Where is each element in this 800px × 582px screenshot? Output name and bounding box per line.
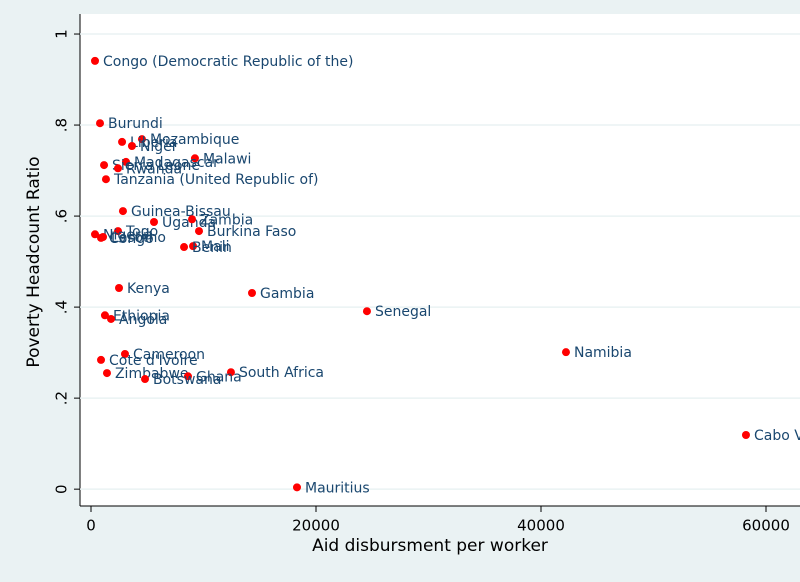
point xyxy=(120,349,129,358)
point xyxy=(114,227,123,236)
point-label: Niger xyxy=(140,139,178,155)
point-label: Kenya xyxy=(127,281,170,297)
point xyxy=(362,307,371,316)
point-label: Liberia xyxy=(130,135,177,151)
point xyxy=(91,230,100,239)
point-label: Congo xyxy=(109,231,154,247)
point xyxy=(141,375,150,384)
point-label: Togo xyxy=(125,224,158,240)
point-label: Guinea-Bissau xyxy=(131,204,231,220)
point xyxy=(118,137,127,146)
x-axis-title: Aid disbursment per worker xyxy=(312,536,548,556)
y-tick-label: .8 xyxy=(53,118,71,132)
point-label: Sierra Leone xyxy=(112,158,200,174)
point xyxy=(226,368,235,377)
point xyxy=(195,227,204,236)
point xyxy=(183,372,192,381)
point-label: Nigeria xyxy=(103,227,153,243)
point-label: Uganda xyxy=(162,215,216,231)
point xyxy=(127,141,136,150)
y-axis-title: Poverty Headcount Ratio xyxy=(24,156,44,367)
point-label: Malawi xyxy=(203,151,251,167)
point-label: Rwanda xyxy=(126,161,182,177)
x-tick-label: 40000 xyxy=(517,517,565,535)
point-label: Ghana xyxy=(196,369,242,385)
point-label: Cabo Verde xyxy=(754,428,800,444)
point-label: Burundi xyxy=(108,116,163,132)
point-label: Mali xyxy=(201,239,229,255)
y-tick-label: .4 xyxy=(53,300,71,314)
point xyxy=(118,207,127,216)
y-tick-label: 1 xyxy=(53,29,71,39)
point-label: Benin xyxy=(192,240,232,256)
x-tick-label: 20000 xyxy=(292,517,340,535)
point xyxy=(101,175,110,184)
point xyxy=(561,348,570,357)
point xyxy=(150,217,159,226)
point xyxy=(100,161,109,170)
point xyxy=(115,283,124,292)
point-label: Tanzania (United Republic of) xyxy=(113,172,319,188)
plot-area xyxy=(80,14,800,506)
point xyxy=(97,355,106,364)
point xyxy=(102,369,111,378)
y-tick-label: 0 xyxy=(53,484,71,494)
y-tick-label: .2 xyxy=(53,391,71,405)
point-label: Ethiopia xyxy=(113,308,170,324)
point-label: Mauritius xyxy=(305,480,370,496)
point-label: Lesotho xyxy=(111,230,166,246)
point-label: Angola xyxy=(119,312,167,328)
point xyxy=(292,483,301,492)
y-tick-label: .6 xyxy=(53,209,71,223)
point xyxy=(91,56,100,65)
point-label: Cote d'Ivoire xyxy=(109,353,198,369)
point-label: Cameroon xyxy=(133,347,205,363)
point-label: Gambia xyxy=(260,286,314,302)
point xyxy=(137,135,146,144)
point xyxy=(97,233,106,242)
point xyxy=(114,164,123,173)
point xyxy=(180,243,189,252)
point xyxy=(188,215,197,224)
x-tick-label: 60000 xyxy=(742,517,790,535)
point xyxy=(741,430,750,439)
point-label: South Africa xyxy=(239,365,324,381)
point-label: Zimbabwe xyxy=(115,366,189,382)
point xyxy=(107,314,116,323)
point-label: Namibia xyxy=(574,345,632,361)
point-label: Botswana xyxy=(153,372,221,388)
point-label: Burkina Faso xyxy=(207,224,296,240)
point-label: Mozambique xyxy=(150,132,239,148)
point xyxy=(190,154,199,163)
point xyxy=(96,119,105,128)
point-label: Congo (Democratic Republic of the) xyxy=(103,54,353,70)
point-label: Zambia xyxy=(200,212,253,228)
point-label: Madagascar xyxy=(134,155,219,171)
point xyxy=(121,157,130,166)
point-label: Senegal xyxy=(375,304,431,320)
point xyxy=(189,242,198,251)
x-tick-label: 0 xyxy=(86,517,96,535)
point xyxy=(247,288,256,297)
point xyxy=(100,311,109,320)
